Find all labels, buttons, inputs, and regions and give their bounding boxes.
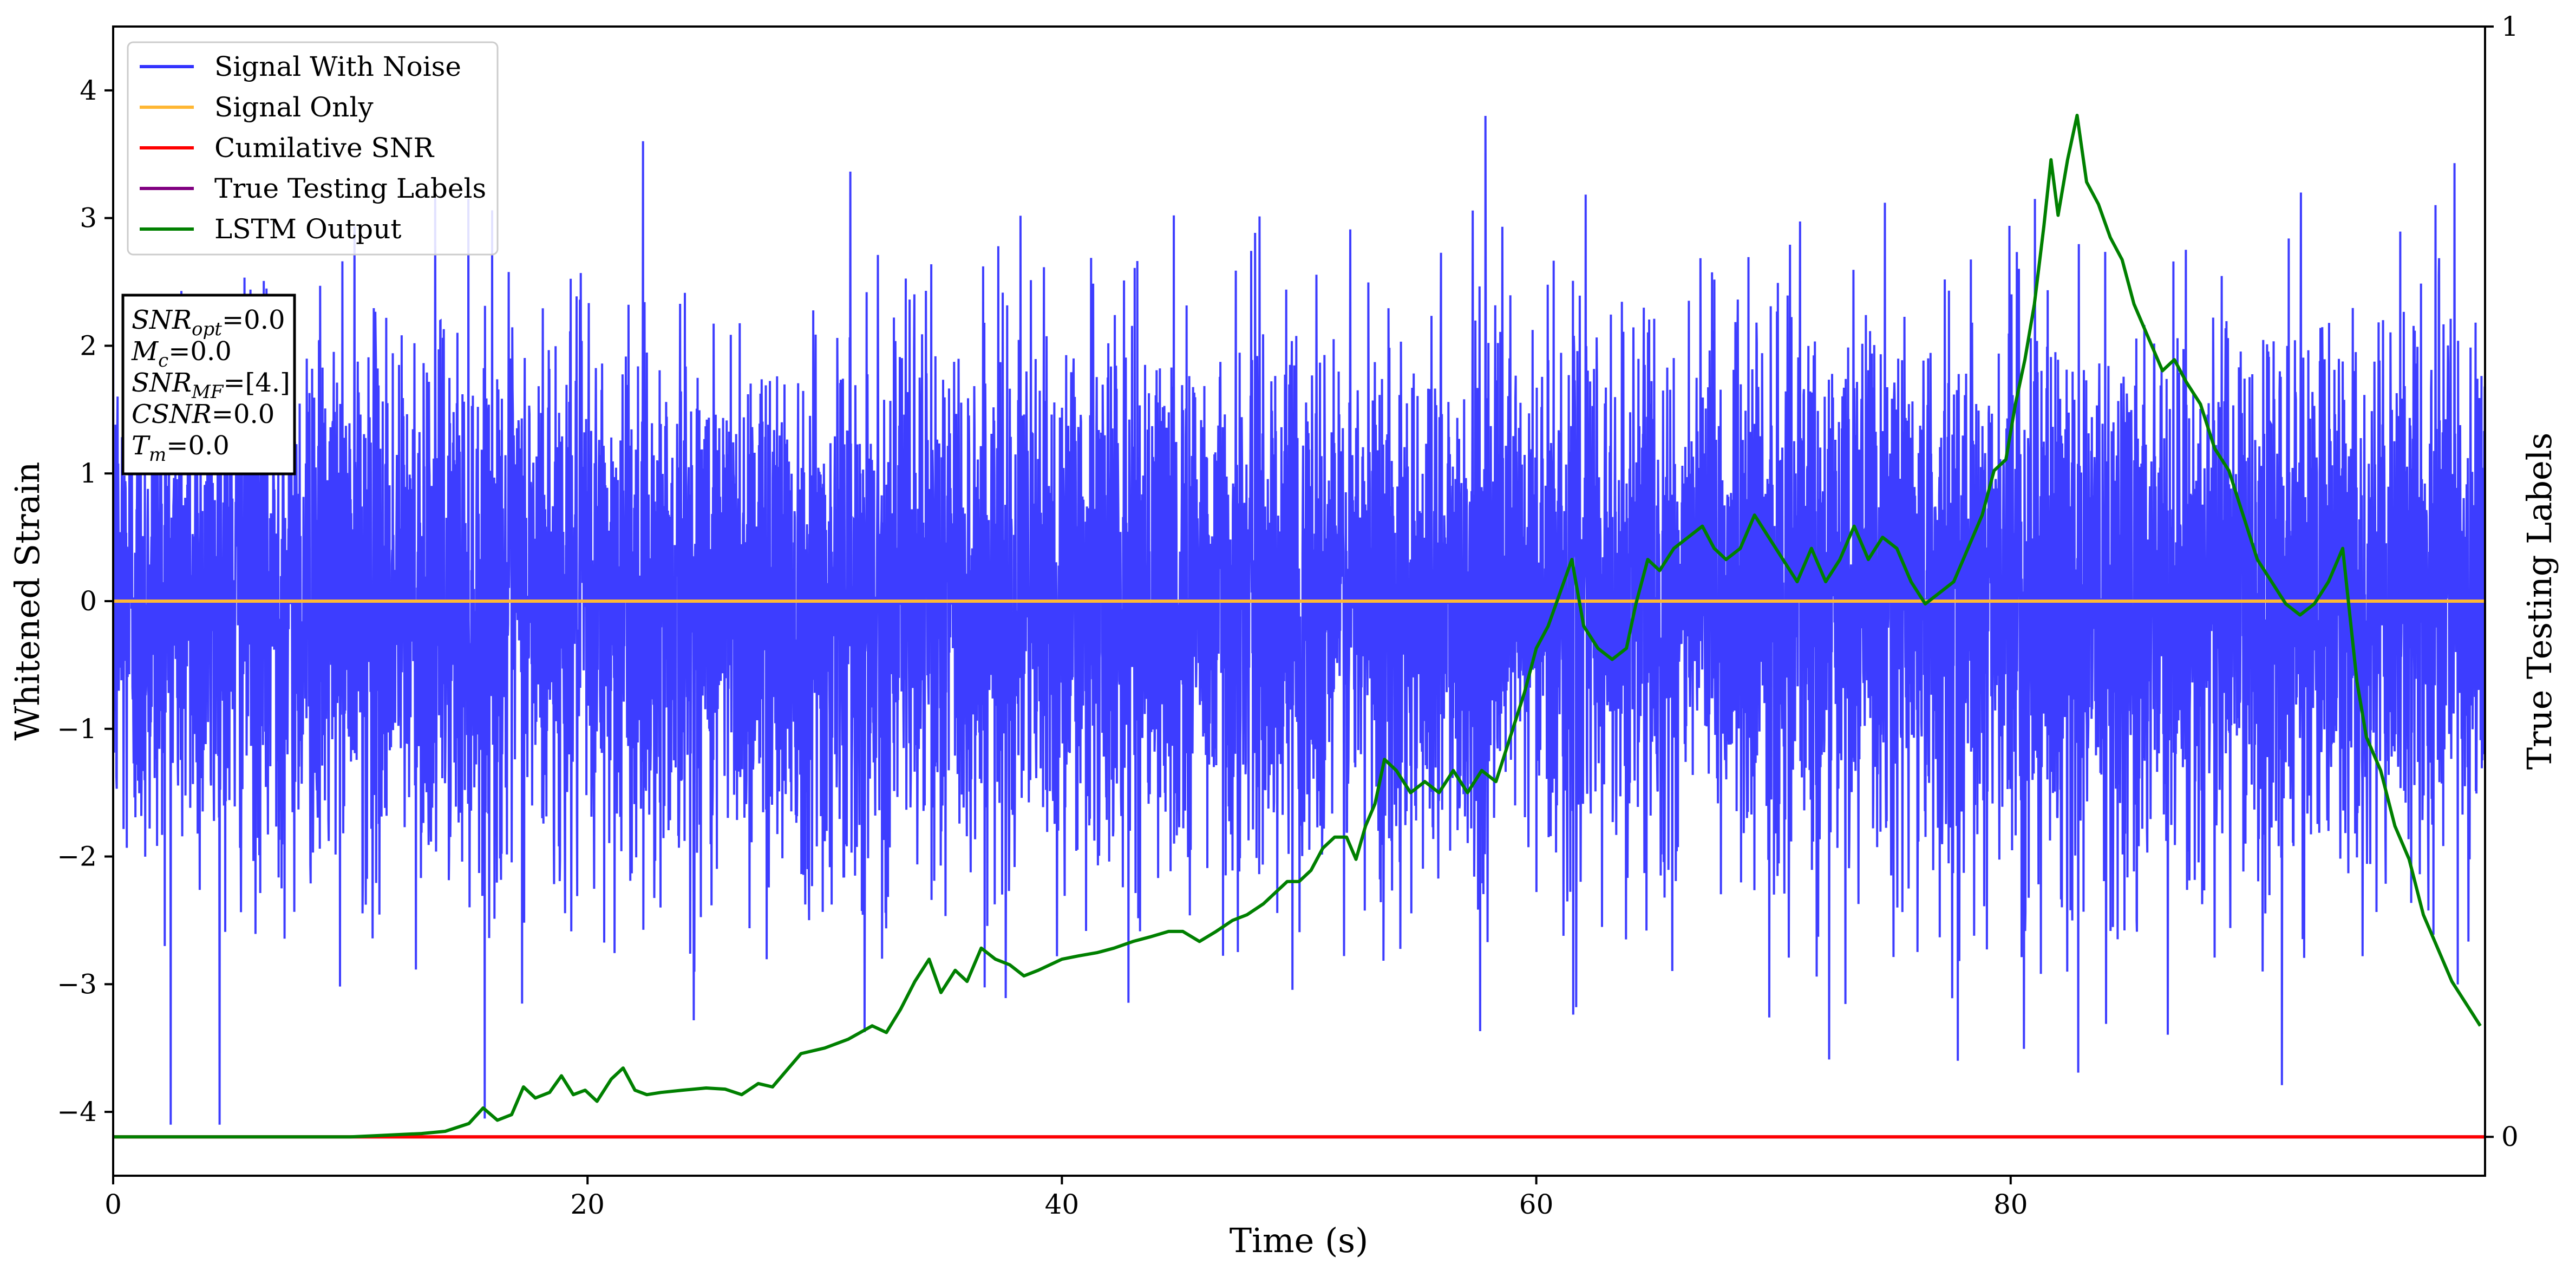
annotation-line: SNRopt=0.0 [132,305,285,340]
legend-label-lstm-output: LSTM Output [214,213,401,245]
legend-label-signal-with-noise: Signal With Noise [214,51,461,82]
annotation-line: Mc=0.0 [131,336,232,372]
legend-frame [127,41,499,256]
x-tick-label: 80 [1993,1189,2028,1220]
y-tick-label-left: −4 [57,1096,97,1128]
legend: Signal With Noise Signal Only Cumilative S… [127,41,499,256]
x-tick-label: 20 [570,1189,605,1220]
y-tick-label-left: −3 [57,968,97,1000]
lines-layer [113,114,2485,1139]
y-tick-label-left: −2 [57,841,97,872]
legend-label-signal-only: Signal Only [214,92,374,123]
series-line-lstm-output [113,114,2482,1139]
y-tick-label-left: 3 [80,203,97,234]
x-axis-title: Time (s) [1230,1221,1369,1260]
y-tick-label-left: 2 [80,330,97,361]
y-axis-title-right: True Testing Labels [2520,433,2559,770]
y-tick-label-right: 0 [2501,1121,2519,1152]
annotation-frame [121,294,296,475]
y-tick-label-left: 0 [80,585,97,617]
legend-label-true-testing-labels: True Testing Labels [214,173,486,204]
x-tick-label: 60 [1519,1189,1554,1220]
y-tick-label-left: 4 [80,75,97,106]
x-tick-label: 40 [1045,1189,1080,1220]
series-line-signal-with-noise [112,115,2486,1125]
annotation-line: CSNR=0.0 [132,399,274,429]
y-axis-title-left: Whitened Strain [8,462,47,741]
noise-layer [112,115,2486,1125]
annotation-line: Tm=0.0 [132,431,230,466]
y-tick-label-left: −1 [57,713,97,745]
y-tick-label-left: 1 [80,458,97,489]
annotation-line: SNRMF=[4.] [132,368,290,403]
y-tick-label-right: 1 [2501,11,2519,42]
legend-label-cumilative-snr: Cumilative SNR [214,132,434,164]
x-tick-label: 0 [104,1189,122,1220]
